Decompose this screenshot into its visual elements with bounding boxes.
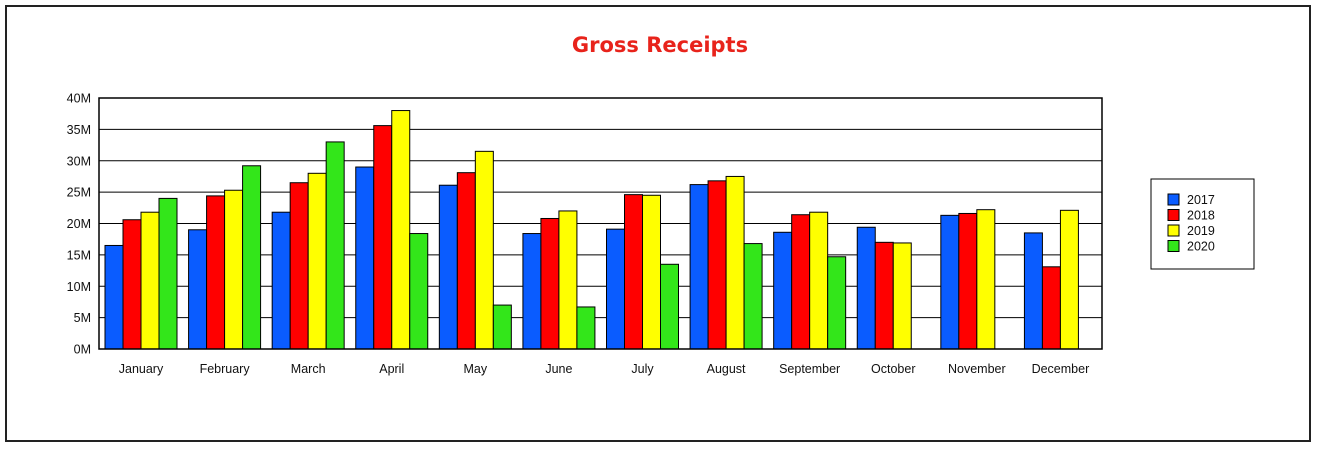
legend-swatch-2019: [1167, 224, 1180, 237]
bar-2020-february: [242, 165, 262, 350]
bar-2017-january: [104, 244, 124, 350]
bar-2019-november: [976, 209, 996, 350]
bar-2017-february: [188, 229, 208, 350]
bar-2019-may: [474, 150, 494, 350]
x-tick-label: May: [464, 362, 488, 376]
x-axis: January February March April May June July Augu…: [119, 362, 1089, 376]
x-tick-label: March: [291, 362, 326, 376]
bar-2020-april: [409, 233, 429, 350]
bar-2017-november: [940, 214, 960, 350]
bar-2017-october: [856, 226, 876, 350]
y-axis: 0M 5M 10M 15M 20M 25M 30M 35M 40M: [67, 92, 91, 357]
x-tick-label: December: [1032, 362, 1090, 376]
y-tick-label: 25M: [67, 186, 91, 200]
x-tick-label: January: [119, 362, 164, 376]
bars: [104, 110, 1079, 350]
bar-2020-june: [576, 306, 596, 350]
x-tick-label: April: [379, 362, 404, 376]
legend-label-2020: 2020: [1187, 240, 1215, 254]
x-tick-label: July: [631, 362, 654, 376]
legend-label-2018: 2018: [1187, 209, 1215, 223]
bar-2017-june: [522, 233, 542, 350]
bar-2017-march: [271, 211, 291, 350]
x-tick-label: August: [707, 362, 746, 376]
bar-2018-july: [624, 194, 643, 350]
bar-2020-january: [158, 197, 178, 350]
bar-2019-september: [809, 211, 829, 350]
y-tick-label: 30M: [67, 154, 91, 168]
bar-2019-august: [725, 175, 745, 350]
bar-2018-june: [540, 217, 560, 350]
y-tick-label: 15M: [67, 248, 91, 262]
y-tick-label: 40M: [67, 92, 91, 106]
bar-2018-april: [373, 125, 393, 350]
x-tick-label: November: [948, 362, 1006, 376]
legend-swatch-2017: [1167, 193, 1180, 206]
bar-2017-july: [606, 228, 625, 350]
legend-label-2019: 2019: [1187, 224, 1215, 238]
grid-lines: [99, 128, 1102, 319]
x-tick-label: September: [779, 362, 840, 376]
bar-2018-september: [791, 214, 811, 350]
bar-2020-march: [325, 141, 345, 350]
y-tick-label: 0M: [74, 343, 91, 357]
bar-2019-june: [558, 210, 578, 350]
bar-2018-october: [874, 241, 894, 350]
bar-2017-may: [438, 184, 458, 350]
x-tick-label: June: [545, 362, 572, 376]
bar-2020-august: [743, 243, 763, 350]
bar-2017-december: [1023, 232, 1043, 350]
y-tick-label: 20M: [67, 217, 91, 231]
bar-2019-february: [224, 189, 244, 350]
bar-2018-august: [707, 180, 727, 350]
chart-title: Gross Receipts: [571, 33, 749, 57]
y-tick-label: 10M: [67, 280, 91, 294]
bar-2018-december: [1041, 266, 1061, 350]
bar-2019-january: [140, 211, 160, 350]
bar-2017-april: [355, 166, 375, 350]
bar-2017-september: [773, 231, 793, 350]
y-tick-label: 35M: [67, 123, 91, 137]
bar-2019-july: [642, 194, 661, 350]
x-tick-label: October: [871, 362, 915, 376]
bar-2020-may: [492, 304, 512, 350]
bar-2020-july: [660, 263, 679, 350]
bar-2017-august: [689, 184, 709, 350]
plot-area: [98, 97, 1103, 350]
legend-label-2017: 2017: [1187, 193, 1215, 207]
y-tick-label: 5M: [74, 311, 91, 325]
bar-2020-september: [827, 256, 847, 350]
bar-2018-november: [958, 212, 978, 350]
bar-2018-may: [456, 172, 476, 350]
bar-2019-october: [892, 242, 912, 350]
bar-2019-april: [391, 110, 411, 350]
bar-2018-january: [122, 219, 142, 350]
legend-swatch-2018: [1167, 209, 1180, 221]
legend-swatch-2020: [1167, 240, 1180, 252]
bar-2018-february: [206, 195, 226, 350]
bar-2019-december: [1059, 209, 1079, 350]
bar-2019-march: [307, 172, 327, 350]
bar-2018-march: [289, 182, 309, 350]
x-tick-label: February: [200, 362, 251, 376]
